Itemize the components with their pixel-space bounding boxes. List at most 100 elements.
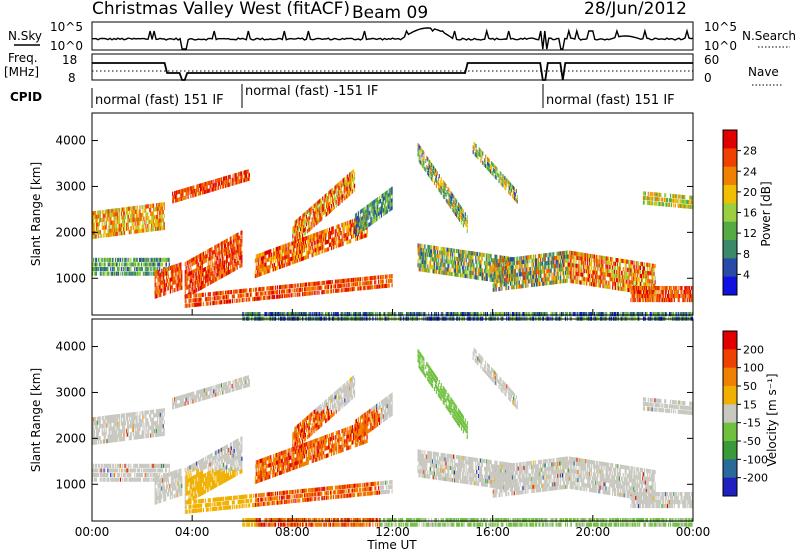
power-cell: [297, 230, 298, 234]
power-cell: [510, 257, 511, 261]
power-cell: [148, 216, 149, 220]
power-cell: [392, 283, 393, 287]
power-cell: [234, 263, 235, 267]
power-cell: [444, 181, 445, 185]
power-cell: [392, 187, 393, 191]
power-cell: [593, 274, 594, 278]
power-cell: [255, 288, 256, 292]
power-cell: [520, 284, 521, 288]
power-cell: [317, 291, 318, 295]
power-cell: [256, 258, 257, 262]
power-cell: [147, 216, 148, 220]
power-cell: [488, 258, 489, 262]
power-cell: [632, 298, 633, 302]
power-cell: [310, 287, 311, 291]
power-cell: [654, 268, 655, 272]
power-cell: [235, 290, 236, 294]
power-cell: [581, 265, 582, 269]
power-cell: [458, 273, 459, 277]
power-cell: [361, 217, 362, 221]
power-cell: [162, 218, 163, 222]
power-cell: [167, 271, 168, 275]
power-cell: [381, 214, 382, 218]
power-cell: [228, 175, 229, 179]
power-cell: [186, 266, 187, 270]
power-cell: [203, 276, 204, 280]
power-cell: [128, 215, 129, 219]
power-cell: [349, 278, 350, 282]
power-cell: [101, 258, 102, 262]
power-cell: [564, 251, 565, 255]
power-cell: [491, 278, 492, 282]
power-cell: [608, 257, 609, 261]
power-cell: [210, 256, 211, 260]
power-cell: [350, 224, 351, 228]
power-cell: [152, 216, 153, 220]
power-cell: [249, 173, 250, 177]
power-cell: [275, 267, 276, 271]
power-cell: [643, 294, 644, 298]
power-cell: [356, 217, 357, 221]
power-cell: [373, 200, 374, 204]
power-cell: [449, 199, 450, 203]
power-cell: [598, 275, 599, 279]
power-cell: [471, 275, 472, 279]
power-cell: [433, 265, 434, 269]
power-cell: [348, 278, 349, 282]
power-cell: [370, 202, 371, 206]
power-cell: [445, 251, 446, 255]
power-cell: [297, 283, 298, 287]
power-cell: [358, 215, 359, 219]
power-cell: [321, 281, 322, 285]
power-cell: [585, 253, 586, 257]
power-cell: [468, 263, 469, 267]
power-cell: [382, 280, 383, 284]
power-cell: [219, 182, 220, 186]
power-cell: [163, 222, 164, 226]
power-cell: [115, 258, 116, 262]
power-cell: [257, 273, 258, 277]
power-cell: [283, 264, 284, 268]
power-cell: [437, 250, 438, 254]
power-cell: [559, 264, 560, 268]
power-cell: [191, 303, 192, 307]
power-cell: [538, 254, 539, 258]
power-cell: [288, 243, 289, 247]
plot-title: Christmas Valley West (fitACF): [92, 0, 350, 19]
power-cell: [193, 298, 194, 302]
power-cell: [355, 225, 356, 229]
power-cell: [126, 211, 127, 215]
power-cell: [350, 187, 351, 191]
power-cell: [96, 267, 97, 271]
power-cell: [579, 252, 580, 256]
power-cell: [599, 283, 600, 287]
power-cell: [216, 301, 217, 305]
power-cell: [102, 218, 103, 222]
power-cell: [202, 260, 203, 264]
power-cell: [334, 198, 335, 202]
power-cell: [328, 280, 329, 284]
power-cell: [97, 223, 98, 227]
power-cell: [246, 293, 247, 297]
power-cell: [392, 202, 393, 206]
power-cell: [457, 215, 458, 219]
power-cell: [266, 291, 267, 295]
power-cell: [435, 258, 436, 262]
power-cell: [351, 227, 352, 231]
power-cell: [655, 276, 656, 280]
power-cell: [327, 240, 328, 244]
power-cell: [635, 286, 636, 290]
power-cell: [286, 244, 287, 248]
power-cell: [234, 247, 235, 251]
power-cell: [218, 296, 219, 300]
power-cell: [229, 290, 230, 294]
power-cell: [432, 253, 433, 257]
power-cell: [362, 277, 363, 281]
power-cell: [629, 260, 630, 264]
power-cell: [509, 266, 510, 270]
power-cell: [237, 176, 238, 180]
power-cell: [483, 253, 484, 257]
power-cell: [131, 262, 132, 266]
power-cell: [272, 291, 273, 295]
power-cell: [226, 247, 227, 251]
